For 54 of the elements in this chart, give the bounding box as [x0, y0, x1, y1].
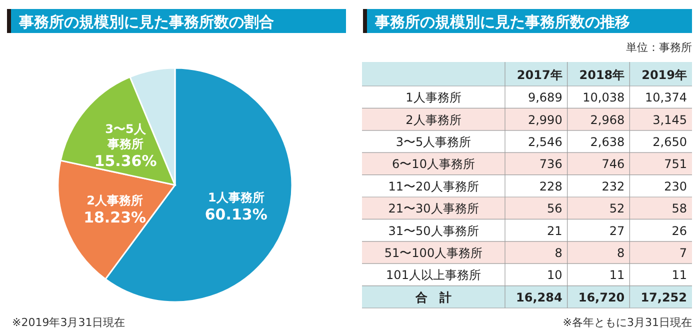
data-label: 56	[547, 202, 562, 216]
y-tick-label: 51〜100人事務所	[384, 246, 483, 260]
data-label: 2,546	[528, 135, 562, 149]
data-label: 60.13%	[204, 206, 268, 224]
y-tick-label: 6〜10人事務所	[392, 157, 475, 172]
data-label: 230	[664, 179, 687, 194]
data-label: 8	[617, 246, 625, 260]
data-label: 232	[602, 179, 625, 194]
data-label: 26	[672, 224, 687, 238]
data-label: 8	[554, 246, 562, 260]
slice-label: 1人事務所	[208, 190, 264, 205]
data-label: 228	[539, 179, 562, 194]
x-tick-label: 2019年	[642, 68, 687, 82]
data-label: 15.36%	[94, 152, 157, 170]
data-label: 736	[539, 157, 562, 172]
data-label: 2,968	[590, 112, 625, 127]
x-tick-label: 2018年	[579, 68, 625, 82]
data-label: 27	[609, 224, 625, 238]
y-tick-label: 3〜5人事務所	[396, 135, 472, 149]
chart-title: 事務所の規模別に見た事務所数の推移	[374, 13, 630, 31]
data-label: 746	[602, 157, 625, 172]
data-label: 21	[547, 224, 562, 238]
data-label: 11	[672, 268, 687, 282]
data-label: 3,145	[652, 112, 687, 127]
y-tick-label: 101人以上事務所	[386, 268, 481, 282]
slice-label: 2人事務所	[86, 193, 143, 208]
slice-label: 3〜5人事務所	[105, 122, 147, 151]
data-label: 7	[679, 246, 687, 260]
data-label: 58	[672, 202, 687, 216]
data-label: 2,650	[652, 135, 687, 149]
data-label: 10,374	[645, 90, 687, 105]
data-label: 16,284	[516, 290, 562, 304]
x-tick-label: 2017年	[516, 68, 562, 82]
data-label: 18.23%	[84, 208, 146, 226]
y-tick-label: 合 計	[414, 290, 452, 304]
data-label: 2,990	[528, 112, 562, 127]
data-label: 17,252	[640, 290, 687, 304]
data-label: 9,689	[528, 90, 562, 105]
text: ※各年ともに3月31日現在	[562, 316, 692, 329]
chart-title: 事務所の規模別に見た事務所数の割合	[18, 13, 274, 31]
y-tick-label: 2人事務所	[406, 112, 462, 127]
data-label: 751	[664, 157, 687, 172]
y-tick-label: 31〜50人事務所	[388, 224, 479, 238]
data-label: 16,720	[578, 290, 625, 304]
data-label: 2,638	[590, 135, 625, 149]
data-label: 52	[609, 202, 625, 216]
data-label: 10	[547, 268, 562, 282]
data-label: 10,038	[582, 90, 625, 105]
y-tick-label: 11〜20人事務所	[388, 179, 479, 194]
data-label: 11	[609, 268, 625, 282]
y-tick-label: 1人事務所	[406, 90, 462, 105]
text: ※2019年3月31日現在	[12, 316, 126, 329]
text: 単位：事務所	[626, 41, 692, 54]
y-tick-label: 21〜30人事務所	[388, 202, 479, 216]
